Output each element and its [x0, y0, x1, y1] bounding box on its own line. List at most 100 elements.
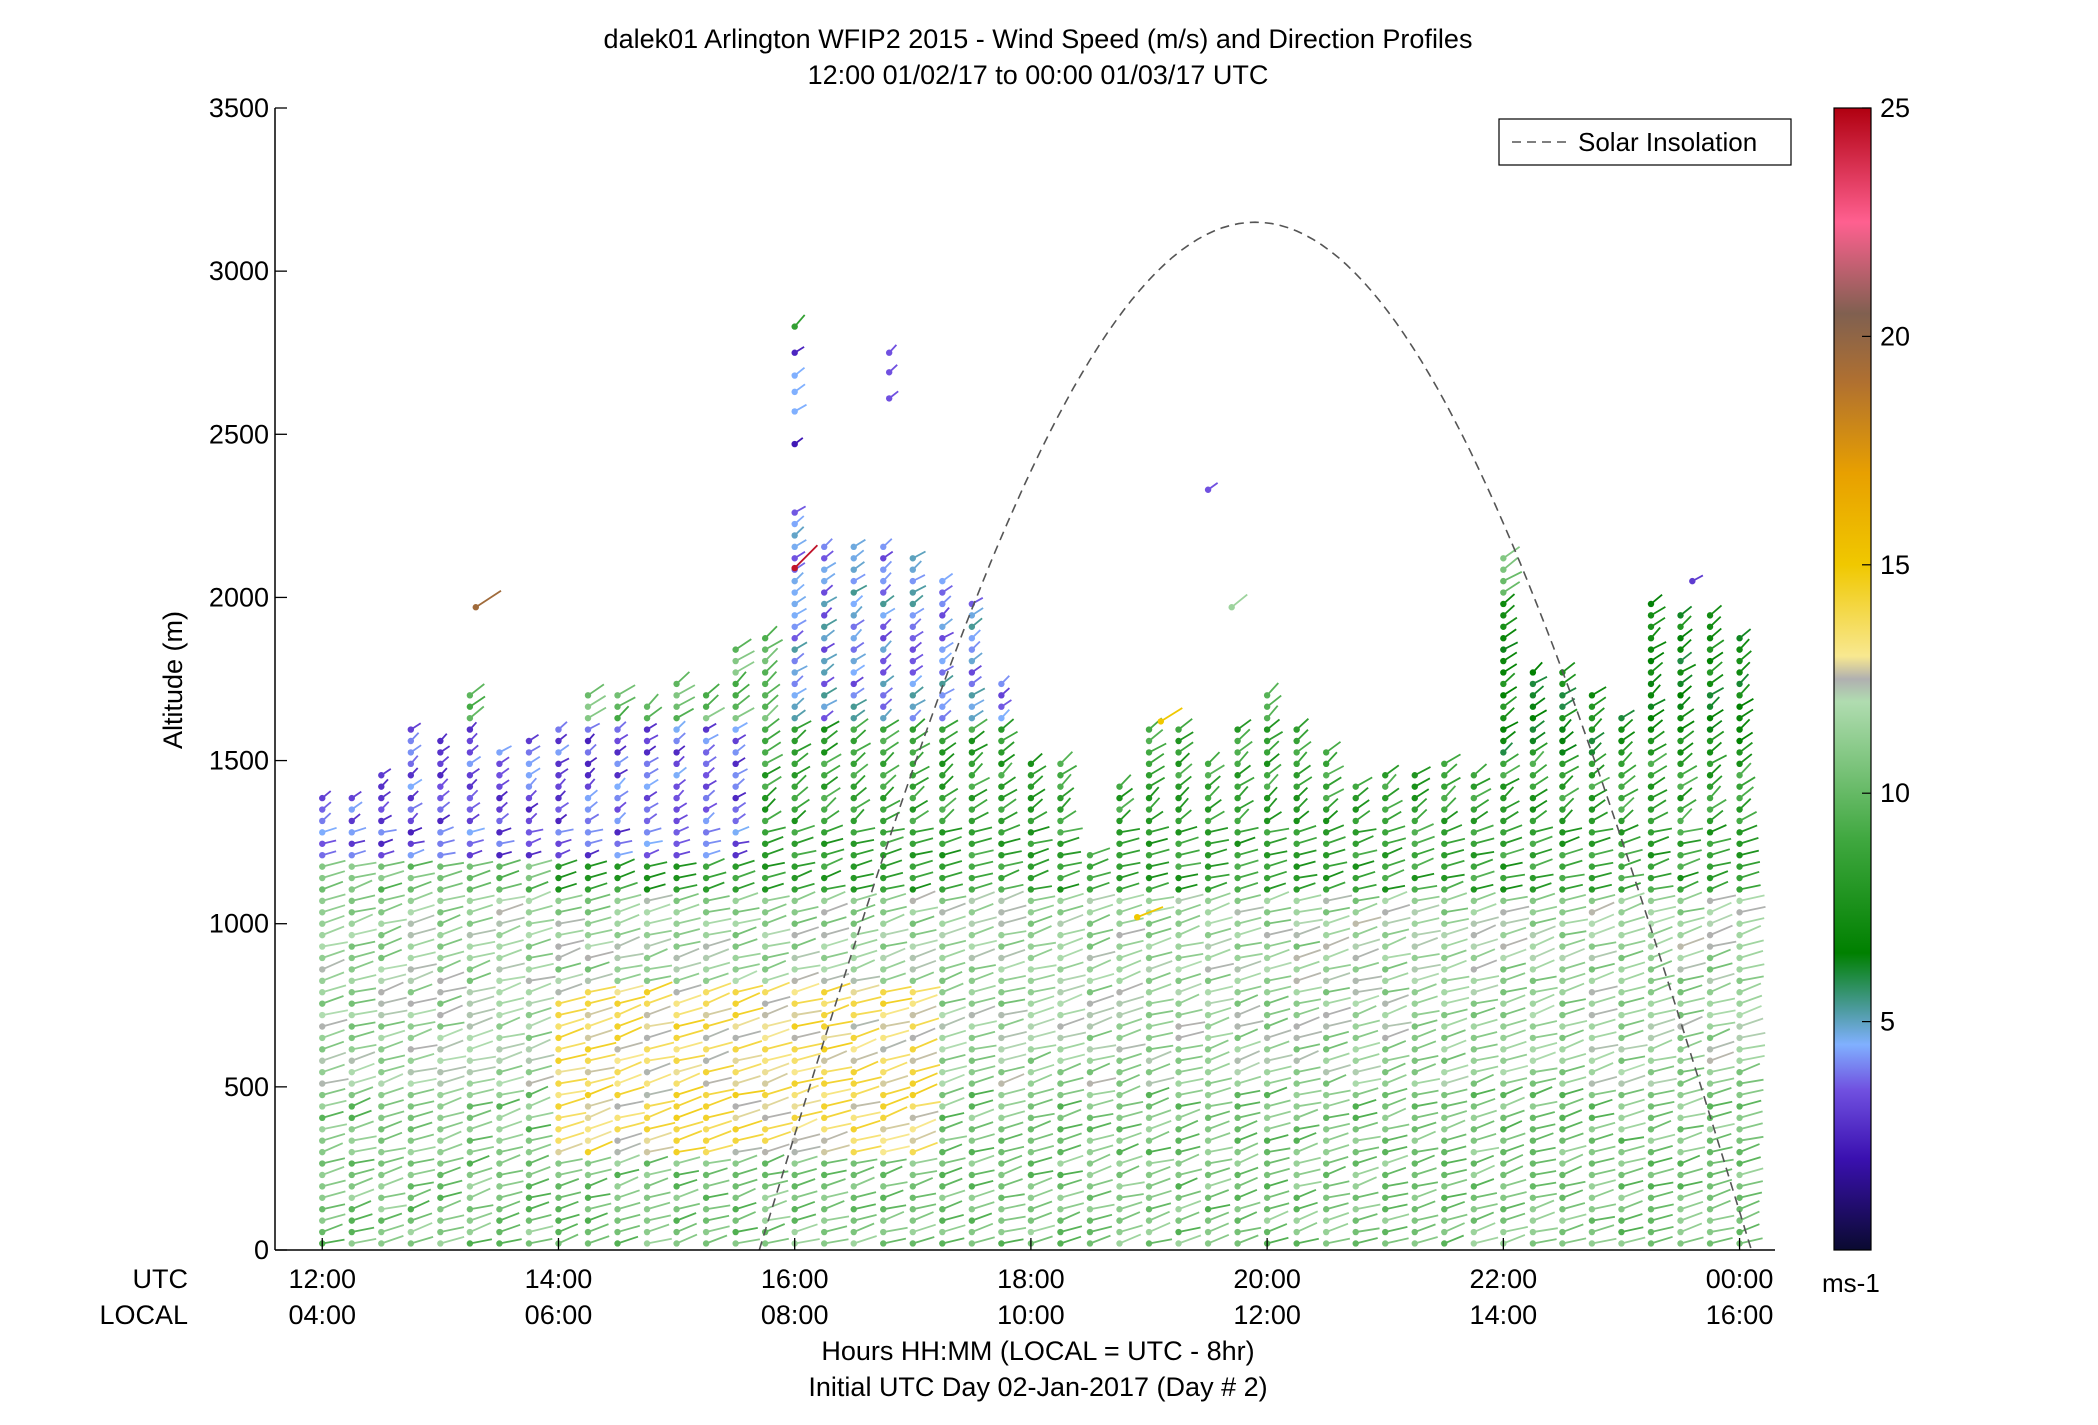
wind-barb-dot — [378, 1148, 385, 1156]
wind-barb-shaft — [1709, 1237, 1733, 1245]
wind-barb-dot — [1706, 1228, 1714, 1236]
wind-barb-dot — [1559, 1183, 1566, 1190]
wind-barb-shaft — [735, 859, 755, 868]
wind-barb-dot — [1382, 909, 1389, 916]
wind-barb-dot — [732, 657, 739, 665]
wind-barb-shaft — [942, 1166, 963, 1176]
wind-barb-dot — [466, 737, 474, 745]
wind-barb-shaft — [1443, 959, 1467, 971]
wind-barb-dot — [732, 954, 739, 962]
wind-barb-dot — [1234, 863, 1241, 870]
wind-barb-shaft — [617, 893, 642, 902]
wind-barb-dot — [1441, 840, 1448, 847]
wind-barb-dot — [761, 1126, 769, 1133]
wind-barb-dot — [1116, 863, 1123, 870]
wind-barb-dot — [968, 886, 976, 893]
wind-barb-shaft — [499, 1154, 521, 1165]
wind-barb-dot — [466, 1080, 474, 1087]
wind-barb-dot — [1529, 680, 1537, 688]
wind-barb-dot — [1618, 760, 1625, 768]
wind-barb-dot — [1027, 886, 1035, 893]
colorbar-unit-text: ms-1 — [1822, 1268, 1880, 1298]
wind-barb-shaft — [617, 964, 643, 971]
wind-barb-shaft — [1680, 1180, 1703, 1188]
wind-barb-dot — [821, 1206, 828, 1213]
wind-barb-shaft — [1060, 1235, 1082, 1245]
wind-barb-shaft — [883, 871, 904, 879]
wind-barb-shaft — [351, 1009, 378, 1016]
wind-barb-dot — [466, 1068, 474, 1076]
wind-barb-shaft — [1325, 1212, 1350, 1222]
wind-barb-dot — [1736, 977, 1743, 985]
wind-barb-dot — [1559, 989, 1566, 996]
wind-barb-shaft — [764, 1143, 790, 1153]
wind-barb-dot — [880, 886, 887, 893]
wind-barb-dot — [1293, 806, 1300, 813]
wind-barb-dot — [437, 851, 444, 859]
wind-barb-dot — [791, 874, 798, 882]
wind-barb-dot — [1500, 1114, 1507, 1122]
wind-barb-shaft — [883, 1122, 910, 1131]
wind-barb-dot — [998, 1137, 1005, 1144]
wind-barb-dot — [880, 897, 887, 905]
wind-barb-dot — [1500, 1091, 1507, 1099]
wind-barb-shaft — [794, 1065, 822, 1074]
wind-barb-dot — [496, 1034, 503, 1042]
wind-barb-dot — [880, 612, 887, 619]
wind-barb-shaft — [1739, 1110, 1763, 1119]
wind-barb-dot — [909, 863, 916, 870]
wind-barb-dot — [702, 1228, 710, 1236]
wind-barb-shaft — [1089, 1225, 1113, 1233]
wind-barb-shaft — [1650, 960, 1673, 971]
wind-barb-dot — [1470, 1034, 1478, 1042]
wind-barb-dot — [673, 1114, 680, 1122]
wind-barb-dot — [1559, 680, 1566, 688]
wind-barb-shaft — [912, 1203, 937, 1211]
wind-barb-dot — [880, 966, 887, 973]
wind-barb-dot — [584, 966, 592, 973]
wind-barb-dot — [909, 1240, 916, 1247]
wind-barb-shaft — [764, 1179, 789, 1188]
wind-barb-shaft — [646, 861, 668, 868]
wind-barb-dot — [939, 989, 946, 996]
wind-barb-shaft — [1532, 835, 1553, 845]
wind-barb-dot — [939, 874, 946, 882]
wind-barb-shaft — [1237, 1142, 1259, 1153]
wind-barb-shaft — [824, 1215, 850, 1222]
wind-barb-dot — [1116, 954, 1123, 962]
wind-barb-dot — [319, 1126, 326, 1133]
wind-barb-shaft — [1414, 872, 1435, 879]
wind-barb-dot — [821, 931, 828, 939]
wind-barb-shaft — [705, 1179, 730, 1188]
wind-barb-dot — [1086, 920, 1094, 927]
wind-barb-shaft — [646, 1106, 672, 1119]
wind-barb-shaft — [823, 824, 844, 834]
wind-barb-dot — [1441, 989, 1448, 996]
wind-barb-dot — [821, 1011, 828, 1019]
wind-barb-shaft — [1030, 1176, 1053, 1188]
wind-barb-shaft — [1060, 984, 1085, 994]
wind-barb-shaft — [469, 1135, 493, 1142]
wind-barb-dot — [1588, 1080, 1596, 1087]
wind-barb-dot — [1618, 1080, 1625, 1087]
wind-barb-dot — [614, 1080, 621, 1087]
wind-barb-shaft — [1502, 1165, 1524, 1176]
wind-barb-dot — [1647, 1000, 1655, 1007]
wind-barb-dot — [1411, 1080, 1418, 1087]
wind-barb-shaft — [528, 982, 552, 994]
wind-barb-dot — [850, 840, 857, 847]
wind-barb-dot — [821, 794, 828, 802]
wind-barb-shaft — [1207, 902, 1230, 914]
wind-barb-shaft — [1060, 850, 1082, 857]
wind-barb-dot — [1529, 737, 1537, 745]
wind-barb-dot — [1204, 760, 1212, 768]
wind-barb-dot — [614, 1137, 621, 1144]
wind-barb-dot — [1588, 1160, 1596, 1167]
wind-barb-shaft — [705, 992, 730, 1005]
wind-barb-shaft — [1621, 1029, 1644, 1039]
wind-barb-dot — [1175, 817, 1182, 825]
wind-barb-dot — [1382, 1194, 1389, 1201]
wind-barb-shaft — [1030, 1188, 1053, 1199]
wind-barb-dot — [1322, 1091, 1330, 1099]
wind-barb-dot — [1411, 840, 1418, 847]
